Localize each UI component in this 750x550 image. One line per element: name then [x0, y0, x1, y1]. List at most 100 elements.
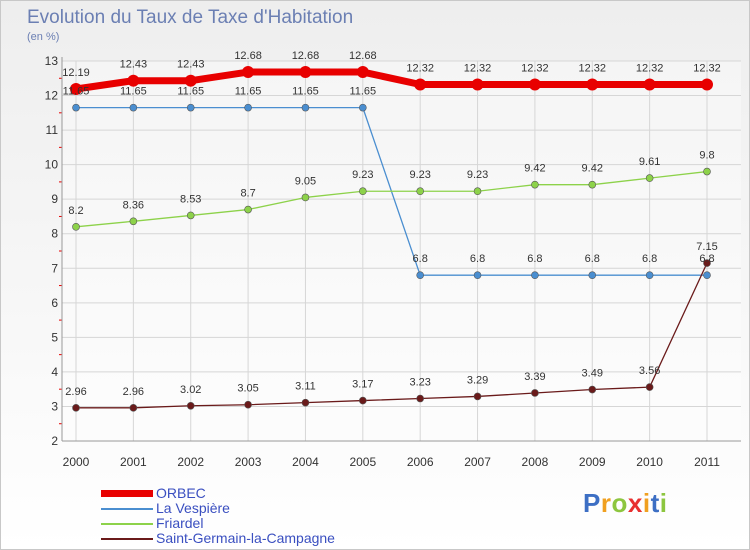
data-label-la-vespi-re: 11.65	[235, 86, 262, 98]
series-line-saint-germain-la-campagne	[76, 262, 708, 409]
x-tick-label: 2009	[579, 455, 606, 469]
y-tick-label: 10	[45, 158, 59, 172]
data-point-saint-germain-la-campagne	[473, 392, 482, 401]
x-tick-label: 2011	[694, 455, 720, 469]
data-point-orbec	[127, 74, 140, 87]
data-label-saint-germain-la-campagne: 7.15	[696, 241, 717, 253]
data-label-saint-germain-la-campagne: 3.29	[467, 374, 488, 386]
data-label-friardel: 9.8	[699, 150, 714, 162]
data-label-la-vespi-re: 11.65	[177, 86, 204, 98]
y-tick-label: 6	[51, 296, 58, 310]
data-point-orbec	[471, 78, 484, 91]
data-point-saint-germain-la-campagne	[186, 401, 195, 410]
data-label-saint-germain-la-campagne: 3.49	[582, 368, 603, 380]
legend-label-saint-germain: Saint-Germain-la-Campagne	[156, 530, 335, 546]
series	[70, 66, 713, 412]
data-point-orbec	[528, 78, 541, 91]
logo-letter: o	[611, 488, 628, 518]
legend-swatch-orbec	[101, 490, 153, 497]
data-point-friardel	[244, 205, 252, 214]
data-point-orbec	[70, 82, 82, 95]
data-point-friardel	[72, 223, 80, 231]
data-label-orbec: 12.32	[406, 62, 434, 74]
data-point-saint-germain-la-campagne	[359, 396, 367, 405]
x-tick-label: 2002	[177, 455, 204, 469]
data-point-friardel	[703, 167, 711, 176]
data-labels: 12.19 12.43 12.43 12.68 12.68 12.68 12.32 12.32…	[62, 50, 721, 398]
logo-letter: i	[642, 488, 651, 518]
logo-letter: r	[600, 488, 612, 518]
logo-letter: x	[627, 488, 643, 518]
x-tick-label: 2007	[464, 455, 491, 469]
chart-subtitle: (en %)	[27, 31, 60, 43]
data-point-la-vespi-re	[416, 271, 424, 279]
legend-label-friardel: Friardel	[156, 515, 204, 531]
data-label-friardel: 8.2	[68, 205, 83, 217]
data-label-friardel: 9.61	[639, 156, 660, 168]
data-point-friardel	[129, 217, 138, 226]
x-tick-label: 2001	[120, 455, 147, 469]
x-tick-label: 2008	[522, 455, 549, 469]
data-point-friardel	[473, 187, 482, 196]
data-point-saint-germain-la-campagne	[588, 385, 597, 394]
data-point-friardel	[645, 174, 654, 182]
data-label-friardel: 9.42	[582, 163, 603, 175]
logo-letter: t	[650, 488, 660, 518]
data-label-la-vespi-re: 6.8	[413, 253, 428, 265]
data-point-la-vespi-re	[72, 103, 80, 112]
legend-swatch-la-vespiere	[101, 508, 153, 510]
data-point-friardel	[588, 180, 597, 189]
data-point-saint-germain-la-campagne	[72, 404, 80, 412]
data-label-orbec: 12.68	[292, 50, 320, 62]
data-label-friardel: 8.53	[180, 193, 201, 205]
data-point-saint-germain-la-campagne	[129, 404, 138, 412]
plot-area	[62, 61, 741, 441]
x-tick-label: 2010	[636, 455, 663, 469]
axes: 2 3 4 5 6 7 8 9 10 11 12 13 2000 2001 2002 2003 2004 2005…	[45, 54, 741, 469]
data-point-la-vespi-re	[473, 271, 482, 279]
data-label-saint-germain-la-campagne: 3.11	[295, 381, 316, 393]
data-point-saint-germain-la-campagne	[301, 398, 310, 407]
data-label-saint-germain-la-campagne: 3.23	[409, 377, 430, 389]
data-point-orbec	[643, 78, 656, 91]
data-label-la-vespi-re: 11.65	[120, 86, 147, 98]
x-tick-label: 2000	[63, 455, 90, 469]
data-label-orbec: 12.32	[636, 62, 664, 74]
data-label-orbec: 12.68	[349, 50, 377, 62]
data-point-orbec	[242, 66, 255, 79]
series-line-friardel	[75, 170, 708, 228]
data-point-la-vespi-re	[645, 271, 654, 279]
data-point-saint-germain-la-campagne	[416, 394, 424, 403]
legend-swatch-saint-germain	[101, 538, 153, 540]
data-label-orbec: 12.19	[62, 67, 90, 79]
data-label-saint-germain-la-campagne: 2.96	[123, 386, 144, 398]
x-tick-label: 2005	[349, 455, 376, 469]
data-point-la-vespi-re	[301, 103, 310, 112]
y-tick-label: 9	[51, 192, 58, 206]
data-label-friardel: 9.05	[295, 175, 316, 187]
data-point-friardel	[416, 187, 424, 196]
y-tick-label: 8	[51, 227, 58, 241]
data-label-saint-germain-la-campagne: 3.17	[352, 379, 373, 391]
legend-label-la-vespiere: La Vespière	[156, 500, 230, 516]
logo-letter: P	[583, 488, 601, 518]
data-point-orbec	[414, 78, 427, 91]
chart-title: Evolution du Taux de Taxe d'Habitation	[27, 7, 354, 28]
logo-letter: i	[659, 488, 668, 518]
data-point-orbec	[356, 66, 369, 79]
data-label-friardel: 8.7	[240, 188, 255, 200]
data-label-la-vespi-re: 6.8	[699, 253, 714, 265]
data-point-friardel	[301, 193, 310, 202]
series-line-orbec	[75, 68, 707, 93]
data-label-saint-germain-la-campagne: 3.05	[237, 383, 258, 395]
legend-label-orbec: ORBEC	[156, 485, 206, 501]
y-tick-label: 3	[51, 399, 58, 413]
data-label-friardel: 9.23	[352, 169, 373, 181]
data-point-friardel	[359, 187, 367, 196]
data-label-friardel: 8.36	[123, 199, 144, 211]
data-point-orbec	[299, 66, 312, 79]
data-label-orbec: 12.32	[693, 62, 721, 74]
data-label-la-vespi-re: 11.65	[63, 86, 90, 98]
